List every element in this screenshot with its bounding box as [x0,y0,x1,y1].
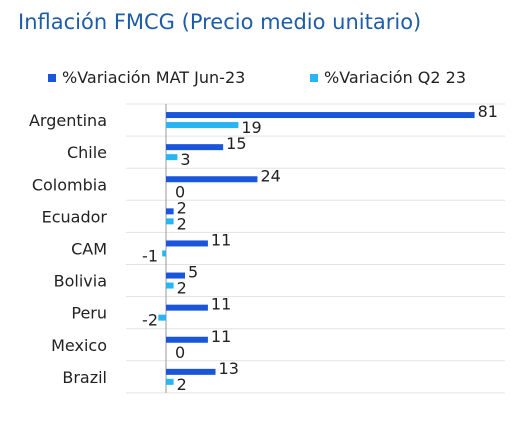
data-label-series-2: 0 [175,182,185,201]
bar-series-2 [166,122,239,129]
bar-series-1 [166,112,475,119]
data-label-series-2: 2 [177,214,187,233]
legend: %Variación MAT Jun-23 %Variación Q2 23 [0,68,529,92]
data-label-series-1: 24 [260,166,280,185]
data-label-series-2: 3 [180,150,190,169]
data-label-series-1: 13 [219,359,239,378]
data-label-series-1: 11 [211,230,231,249]
data-label-series-2: 0 [175,343,185,362]
category-label: Argentina [29,111,107,130]
category-label: Brazil [62,368,107,387]
bar-series-2 [158,314,166,321]
bar-series-1 [166,272,186,279]
data-label-series-1: 11 [211,295,231,314]
bar-series-1 [166,176,258,183]
legend-item-series-1: %Variación MAT Jun-23 [48,68,245,87]
bar-series-1 [166,336,208,343]
legend-label-series-2: %Variación Q2 23 [324,68,467,87]
bar-series-1 [166,240,208,247]
category-label: Mexico [51,336,107,355]
category-label: Ecuador [42,207,108,226]
data-label-series-1: 81 [478,102,498,121]
category-label: Chile [67,143,107,162]
category-label: Bolivia [54,272,107,291]
data-label-series-1: 5 [188,263,198,282]
bar-series-1 [166,304,208,311]
legend-swatch-series-1 [48,73,56,82]
data-label-series-1: 2 [177,198,187,217]
data-label-series-2: 2 [177,279,187,298]
bar-series-1 [166,144,224,151]
bar-series-1 [166,368,216,375]
data-label-series-1: 15 [226,134,246,153]
category-label: CAM [71,239,107,258]
data-label-series-2: 19 [241,118,261,137]
data-label-series-2: -2 [142,311,158,330]
data-label-series-1: 11 [211,327,231,346]
chart-title: Inflación FMCG (Precio medio unitario) [18,10,422,34]
category-label: Colombia [32,175,107,194]
category-label: Peru [71,304,107,323]
legend-item-series-2: %Variación Q2 23 [310,68,466,87]
bar-series-2 [162,250,166,257]
bar-series-2 [166,218,174,225]
data-label-series-2: -1 [142,246,158,265]
bar-series-2 [166,154,178,161]
legend-swatch-series-2 [310,73,318,82]
legend-label-series-1: %Variación MAT Jun-23 [62,68,246,87]
data-label-series-2: 2 [177,375,187,394]
bar-series-1 [166,208,174,215]
bar-series-2 [166,282,174,289]
bar-series-2 [166,378,174,385]
